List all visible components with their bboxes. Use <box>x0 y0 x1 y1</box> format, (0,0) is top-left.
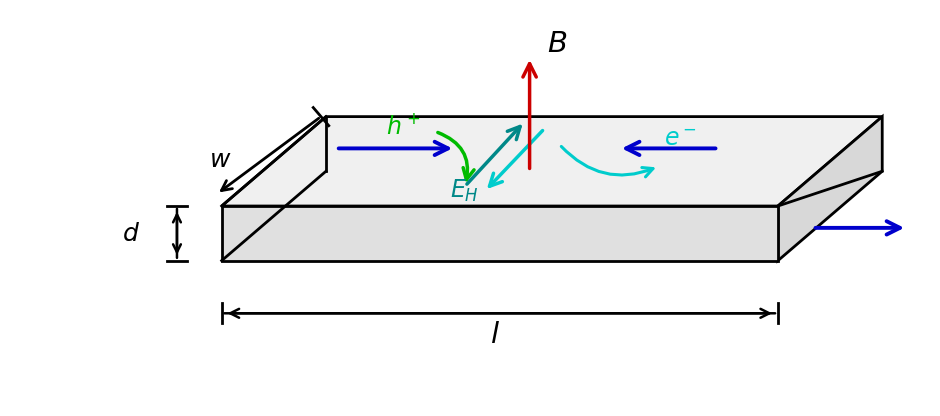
Text: $B$: $B$ <box>547 29 568 58</box>
Polygon shape <box>222 206 778 261</box>
FancyArrowPatch shape <box>438 132 474 180</box>
Text: $l$: $l$ <box>490 321 500 349</box>
FancyArrowPatch shape <box>561 146 653 177</box>
Text: $h^+$: $h^+$ <box>385 114 420 139</box>
Text: $d$: $d$ <box>122 223 140 246</box>
Text: $e^-$: $e^-$ <box>664 129 697 151</box>
Polygon shape <box>778 116 883 261</box>
Text: $E_H$: $E_H$ <box>450 178 479 204</box>
Text: $w$: $w$ <box>210 149 232 172</box>
Polygon shape <box>222 116 883 206</box>
